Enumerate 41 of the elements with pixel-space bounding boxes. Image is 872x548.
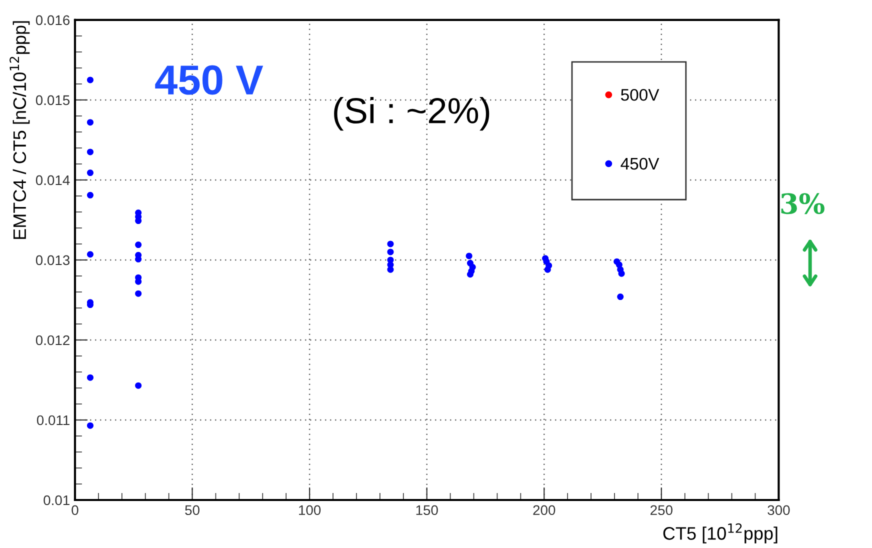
x-tick-label: 0 (72, 505, 78, 516)
point (466, 252, 472, 260)
point (387, 266, 394, 273)
x-tick-label: 50 (185, 505, 200, 516)
point (86, 170, 94, 176)
x-tick-label: 200 (533, 505, 556, 516)
y-axis-title: EMTC4 / CT5 [nC/10$^{12}$ppp] (10, 21, 30, 239)
point (86, 251, 94, 258)
point (466, 271, 474, 278)
y-tick-label: 0.016 (36, 15, 70, 26)
y-tick-label: 0.015 (36, 95, 70, 106)
y-tick-label: 0.012 (36, 335, 70, 346)
point (618, 270, 625, 277)
point (86, 422, 94, 429)
x-axis-title: CT5 [10$^{12}$ppp] (663, 523, 778, 544)
point (387, 248, 394, 256)
point (617, 294, 624, 300)
point (135, 290, 142, 297)
y-tick-label: 0.014 (36, 175, 70, 186)
point (135, 382, 142, 389)
point (135, 218, 142, 224)
x-tick-label: 250 (650, 505, 672, 516)
point (86, 148, 94, 156)
legend-label: 450V (620, 158, 660, 170)
x-tick-label: 150 (416, 505, 438, 516)
x-tick-label: 300 (768, 505, 790, 516)
point (86, 119, 94, 126)
annotation: 450 V (155, 65, 264, 95)
y-tick-label: 0.011 (36, 415, 70, 426)
point (387, 240, 394, 248)
point (86, 374, 94, 381)
x-tick-label: 100 (299, 505, 321, 516)
point (135, 242, 142, 248)
text: 3% (781, 193, 824, 214)
point (86, 192, 94, 198)
y-tick-label: 0.013 (36, 255, 70, 266)
point (544, 266, 551, 273)
point (86, 76, 94, 84)
legend-label: 500V (620, 88, 660, 101)
y-tick-label: 0.01 (44, 495, 70, 506)
annotation: (Si : ~2%) (334, 96, 490, 131)
